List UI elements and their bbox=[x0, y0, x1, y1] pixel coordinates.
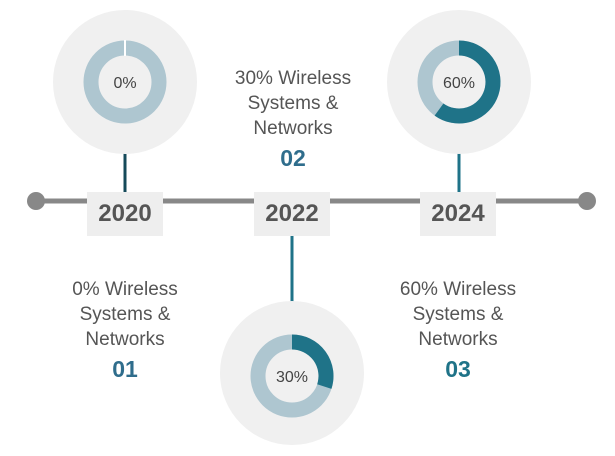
halo-2020 bbox=[53, 10, 197, 154]
timeline-start-dot bbox=[27, 192, 45, 210]
year-2022-box: 2022 bbox=[254, 192, 330, 236]
year-2024-box: 2024 bbox=[420, 192, 496, 236]
milestone-description-01: 0% Wireless Systems & Networks bbox=[72, 279, 178, 350]
milestone-description-02: 30% Wireless Systems & Networks bbox=[234, 68, 352, 139]
donut-arc-2024 bbox=[434, 40, 501, 124]
donut-label-2020: 0% bbox=[113, 75, 136, 92]
donut-arc-2022 bbox=[291, 334, 334, 389]
milestone-label-02: 30% Wireless Systems & Networks 02 bbox=[218, 66, 368, 173]
donut-label-2022: 30% bbox=[276, 369, 308, 386]
milestone-label-01: 0% Wireless Systems & Networks 01 bbox=[50, 277, 200, 384]
halo-2022 bbox=[220, 301, 364, 445]
milestone-number-03: 03 bbox=[445, 356, 471, 382]
halo-2024 bbox=[387, 10, 531, 154]
donut-label-2024: 60% bbox=[443, 75, 475, 92]
year-2020-box: 2020 bbox=[87, 192, 163, 236]
milestone-number-02: 02 bbox=[280, 145, 306, 171]
milestone-label-03: 60% Wireless Systems & Networks 03 bbox=[383, 277, 533, 384]
milestone-number-01: 01 bbox=[112, 356, 138, 382]
milestone-description-03: 60% Wireless Systems & Networks bbox=[399, 279, 517, 350]
timeline-end-dot bbox=[578, 192, 596, 210]
